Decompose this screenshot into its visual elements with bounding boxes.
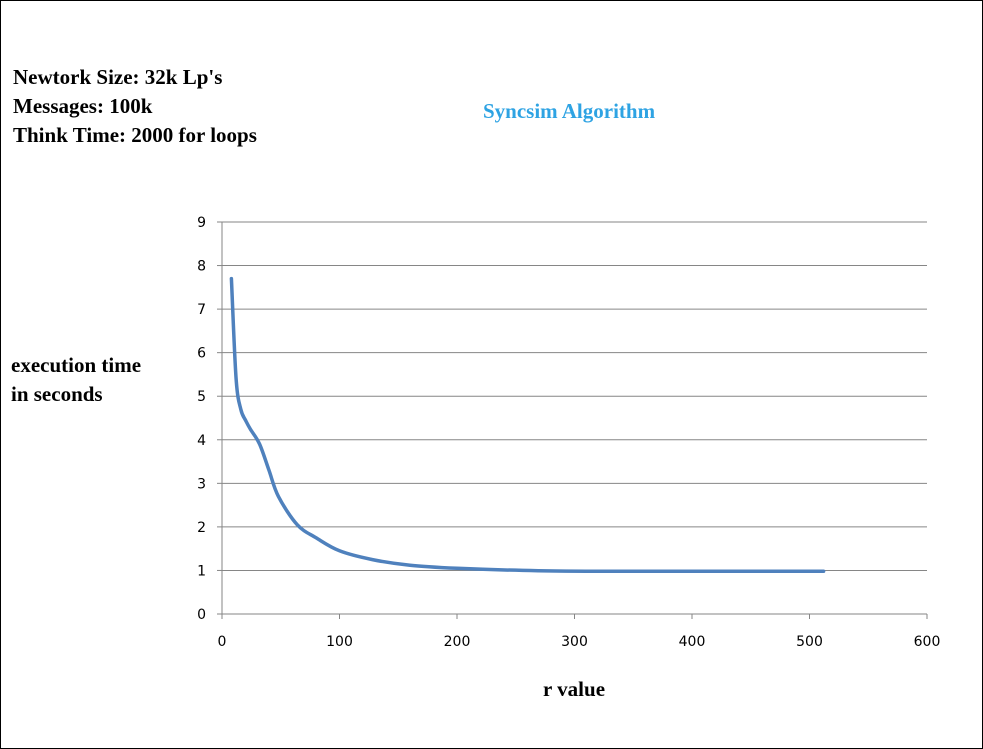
y-axis-label-line-1: execution time <box>11 353 142 377</box>
y-tick-label: 0 <box>197 607 206 623</box>
x-axis-label: r value <box>542 677 606 701</box>
x-tick-label: 400 <box>679 634 706 650</box>
messages-text: Messages: 100k <box>13 94 153 118</box>
axes <box>217 221 928 619</box>
series-line-0 <box>229 276 826 574</box>
x-tick-label: 100 <box>326 634 353 650</box>
series-lines <box>229 276 826 574</box>
y-axis-label: execution time in seconds <box>11 351 141 409</box>
x-tick-label: 300 <box>561 634 588 650</box>
gridlines <box>222 221 927 571</box>
x-tick-label: 500 <box>796 634 823 650</box>
y-tick-label: 4 <box>197 433 206 449</box>
chart-title: Syncsim Algorithm <box>483 99 656 123</box>
y-tick-label: 1 <box>197 563 206 579</box>
y-tick-label: 2 <box>197 520 206 536</box>
y-tick-label: 9 <box>197 215 206 231</box>
y-tick-label: 3 <box>197 476 206 492</box>
think-time-text: Think Time: 2000 for loops <box>13 123 257 147</box>
y-tick-label: 8 <box>197 259 206 275</box>
x-tick-label: 200 <box>444 634 471 650</box>
x-tick-label: 600 <box>914 634 941 650</box>
tick-labels: 0 1 2 3 4 5 6 7 8 9 0 100 200 300 400 500 600 <box>197 215 940 650</box>
experiment-info: Newtork Size: 32k Lp's Messages: 100k Th… <box>13 63 257 150</box>
y-tick-label: 7 <box>197 302 206 318</box>
y-axis-label-line-2: in seconds <box>11 382 103 406</box>
y-tick-label: 6 <box>197 346 206 362</box>
x-tick-label: 0 <box>218 634 227 650</box>
network-size-text: Newtork Size: 32k Lp's <box>13 65 223 89</box>
y-tick-label: 5 <box>197 389 206 405</box>
